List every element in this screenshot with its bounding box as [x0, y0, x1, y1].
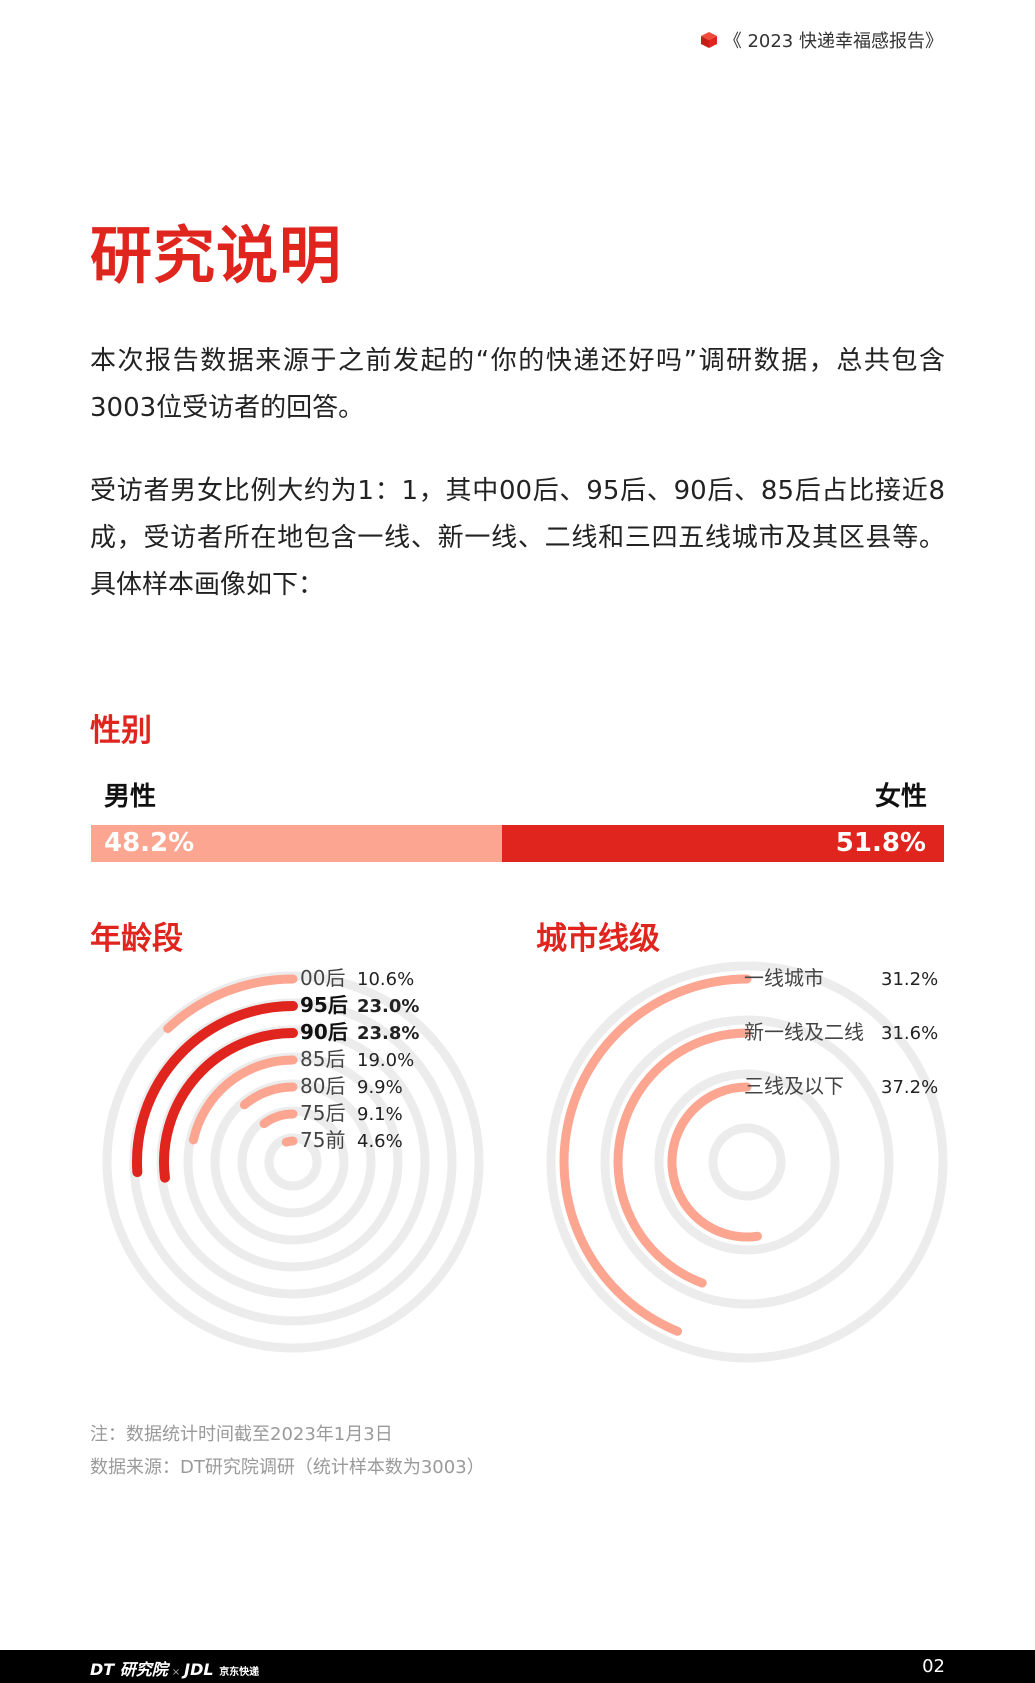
radial-value-label: 31.2%	[881, 969, 938, 990]
radial-value-label: 4.6%	[357, 1131, 403, 1152]
radial-category-label: 三线及以下	[744, 1074, 844, 1098]
radial-value-label: 23.8%	[357, 1023, 419, 1044]
radial-category-label: 新一线及二线	[744, 1020, 864, 1044]
logo-separator: ×	[171, 1667, 181, 1678]
radial-bar-75后	[259, 1109, 298, 1129]
city-section-title: 城市线级	[536, 921, 660, 957]
male-label: 男性	[104, 782, 157, 812]
background-ring	[600, 1015, 894, 1309]
radial-category-label: 90后	[300, 1020, 348, 1044]
radial-bar-95后	[132, 1001, 298, 1178]
background-ring	[708, 1123, 786, 1201]
radial-category-label: 85后	[300, 1047, 345, 1071]
intro-paragraph: 本次报告数据来源于之前发起的“你的快递还好吗”调研数据，总共包含3003位受访者…	[90, 346, 945, 423]
city-radial-chart: 一线城市 31.2% 新一线及二线 31.6% 三线及以下 37.2%	[546, 961, 948, 1363]
radial-value-label: 9.9%	[357, 1077, 403, 1098]
gender-bar: 48.2% 51.8%	[91, 825, 944, 862]
source-note: 数据来源：DT研究院调研（统计样本数为3003）	[90, 1457, 485, 1478]
background-ring	[654, 1069, 840, 1255]
radial-bar-85后	[188, 1055, 298, 1145]
date-note: 注：数据统计时间截至2023年1月3日	[90, 1424, 393, 1445]
report-title: 《 2023 快递幸福感报告》	[723, 31, 943, 52]
age-radial-chart: 00后 10.6% 95后 23.0% 90后 23.8% 85后 19.0% 80后 9.9% 7…	[102, 966, 484, 1353]
radial-value-label: 19.0%	[357, 1050, 414, 1071]
radial-category-label: 一线城市	[744, 966, 824, 990]
sample-paragraph: 受访者男女比例大约为1：1，其中00后、95后、90后、85后占比接近8成，受访…	[90, 476, 945, 600]
female-percent-label: 51.8%	[835, 828, 926, 858]
radial-value-label: 31.6%	[881, 1023, 938, 1044]
report-header: 《 2023 快递幸福感报告》	[700, 27, 943, 53]
jd-express-logo: 京东快递	[219, 1667, 260, 1678]
footer-bar: DT 研究院 × JDL 京东快递 02	[0, 1650, 1035, 1683]
radial-category-label: 00后	[300, 966, 345, 990]
jdl-logo: JDL	[184, 1660, 214, 1679]
female-bar-segment: 51.8%	[502, 825, 944, 862]
radial-category-label: 80后	[300, 1074, 345, 1098]
female-label: 女性	[874, 782, 927, 812]
age-section-title: 年龄段	[90, 921, 183, 957]
radial-bar-80后	[239, 1082, 298, 1110]
gender-section-title: 性别	[90, 713, 152, 749]
radial-bar-一线城市	[559, 974, 752, 1336]
radial-bar-75前	[281, 1136, 298, 1147]
radial-value-label: 9.1%	[357, 1104, 403, 1125]
page-title: 研究说明	[90, 219, 343, 292]
male-bar-segment: 48.2%	[91, 825, 503, 862]
dt-logo: DT 研究院	[90, 1660, 168, 1679]
page-number: 02	[922, 1656, 945, 1677]
radial-category-label: 75前	[300, 1128, 345, 1152]
radial-value-label: 10.6%	[357, 969, 414, 990]
radial-value-label: 37.2%	[881, 1077, 938, 1098]
radial-bar-新一线及二线	[613, 1028, 752, 1288]
male-percent-label: 48.2%	[104, 828, 195, 858]
radial-category-label: 75后	[300, 1101, 345, 1125]
background-ring	[546, 961, 948, 1363]
radial-bar-三线及以下	[667, 1082, 762, 1242]
radial-category-label: 95后	[300, 993, 348, 1017]
radial-bar-00后	[163, 974, 298, 1034]
footer-logo: DT 研究院 × JDL 京东快递	[90, 1656, 259, 1680]
radial-bar-90后	[159, 1028, 298, 1183]
radial-value-label: 23.0%	[357, 996, 419, 1017]
cube-icon	[700, 32, 717, 48]
background-ring	[237, 1106, 349, 1218]
